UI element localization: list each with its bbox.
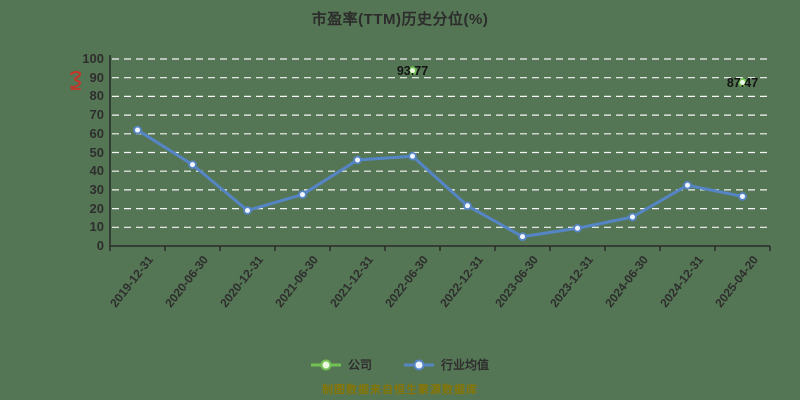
data-point-marker [518, 232, 527, 241]
data-point-marker [353, 155, 362, 165]
y-tick-label: 60 [89, 125, 104, 141]
legend-marker-icon [404, 359, 434, 370]
data-point-marker [573, 223, 582, 233]
legend-label: 行业均值 [441, 358, 490, 372]
legend-item-行业均值[interactable]: 行业均值 [404, 356, 489, 373]
data-point-marker [738, 78, 747, 87]
data-point-marker [738, 192, 747, 201]
point-value-label: 93.77 [396, 64, 429, 79]
legend-marker-icon [310, 359, 341, 370]
data-point-marker [188, 160, 197, 169]
y-tick-label: 0 [96, 238, 104, 253]
data-point-marker [408, 66, 417, 75]
data-point-marker [628, 212, 637, 222]
data-point-marker [133, 125, 142, 135]
legend-label: 公司 [347, 358, 372, 372]
y-tick-label: 90 [89, 69, 104, 85]
series-line-行业均值 [136, 128, 743, 239]
legend-item-公司[interactable]: 公司 [310, 356, 372, 373]
chart-title: 市盈率(TTM)历史分位(%) [311, 11, 489, 28]
data-point-marker [463, 201, 472, 211]
y-tick-label: 10 [89, 219, 104, 235]
y-tick-label: 70 [89, 107, 104, 123]
y-tick-label: 80 [89, 88, 104, 104]
point-value-label: 87.47 [726, 75, 759, 90]
y-tick-label: 100 [82, 51, 104, 66]
data-point-marker [408, 151, 417, 161]
y-tick-label: 40 [89, 163, 104, 179]
red-seal-watermark-icon [70, 71, 82, 90]
chart-legend: 公司 行业均值 [0, 356, 800, 373]
y-tick-label: 30 [89, 181, 104, 197]
data-point-marker [243, 206, 252, 215]
y-tick-label: 20 [89, 200, 104, 216]
data-source-note: 制图数据来自恒生聚源数据库 [322, 384, 478, 396]
data-point-marker [298, 190, 307, 199]
y-tick-label: 50 [89, 144, 104, 160]
data-point-marker [683, 180, 692, 190]
